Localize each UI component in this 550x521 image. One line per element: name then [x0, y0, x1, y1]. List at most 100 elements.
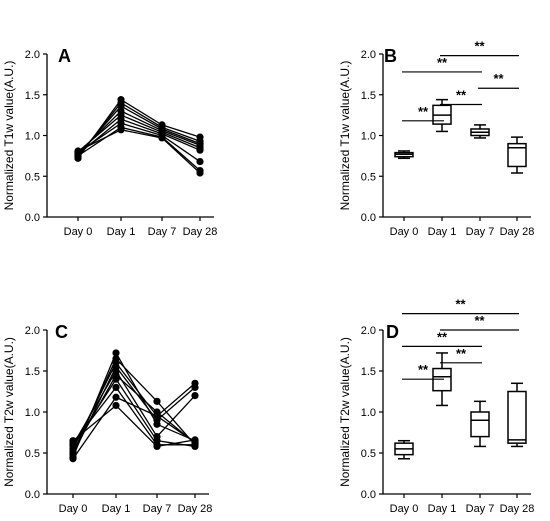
significance-label: ** — [474, 39, 485, 54]
series-line — [77, 110, 201, 154]
y-tick-label: 0.5 — [25, 171, 40, 183]
panel-letter: A — [58, 46, 71, 66]
x-tick-label: Day 1 — [107, 226, 136, 238]
data-point — [74, 147, 82, 155]
significance-label: ** — [455, 297, 466, 312]
series-line — [77, 122, 201, 163]
y-tick-label: 1.5 — [361, 90, 376, 102]
significance-label: ** — [456, 346, 467, 361]
y-tick-label: 1.0 — [25, 131, 40, 143]
x-tick-label: Day 7 — [148, 226, 177, 238]
y-tick-label: 1.5 — [25, 90, 40, 102]
x-tick-label: Day 7 — [466, 503, 495, 515]
significance-label: ** — [437, 329, 448, 344]
box-1 — [394, 439, 414, 460]
data-point — [153, 442, 161, 451]
panel-b: 0.0 0.5 1.0 1.5 2.0 Day 0 Day 1 Day 7 Day 28 Norm… — [338, 39, 534, 238]
series-line — [72, 369, 196, 446]
y-axis-label: Normalized T1w value(A.U.) — [338, 61, 352, 211]
significance-label: ** — [474, 313, 485, 328]
data-point — [112, 401, 120, 410]
significance-label: ** — [418, 104, 429, 119]
y-tick-label: 1.0 — [361, 407, 376, 419]
data-point — [112, 375, 120, 383]
series-line — [77, 114, 201, 153]
data-point — [112, 393, 120, 401]
data-point — [117, 126, 125, 134]
box-1 — [394, 150, 414, 160]
y-tick-label: 2.0 — [25, 49, 40, 61]
y-axis-label: Normalized T2w value(A.U.) — [2, 337, 16, 487]
y-tick-label: 0.0 — [361, 489, 376, 501]
y-tick-label: 2.0 — [25, 325, 40, 337]
y-axis-label: Normalized T1w value(A.U.) — [2, 61, 16, 211]
series-line — [77, 105, 201, 156]
x-tick-label: Day 28 — [178, 503, 213, 515]
x-tick-label: Day 28 — [500, 226, 535, 238]
box-3 — [470, 400, 490, 448]
panel-letter: D — [386, 322, 399, 342]
y-tick-label: 2.0 — [361, 49, 376, 61]
y-axis-label: Normalized T2w value(A.U.) — [338, 337, 352, 487]
box-4 — [507, 382, 527, 448]
series-line — [77, 126, 201, 172]
y-tick-label: 2.0 — [361, 325, 376, 337]
data-point — [153, 397, 161, 405]
series-line — [72, 365, 196, 455]
data-point — [196, 157, 204, 166]
panel-letter: B — [384, 46, 397, 66]
series-line — [77, 118, 201, 155]
data-point — [196, 146, 204, 154]
x-tick-label: Day 1 — [428, 503, 457, 515]
x-tick-label: Day 28 — [183, 226, 218, 238]
significance-label: ** — [437, 55, 448, 70]
data-point — [112, 383, 120, 391]
x-tick-label: Day 7 — [143, 503, 172, 515]
y-tick-label: 0.0 — [25, 489, 40, 501]
data-point — [191, 383, 199, 391]
panel-a: 0.0 0.5 1.0 1.5 2.0 Day 0 Day 1 Day 7 Day 28 Norm… — [2, 46, 217, 238]
y-tick-label: 1.5 — [361, 366, 376, 378]
x-tick-label: Day 0 — [390, 503, 419, 515]
y-tick-label: 0.5 — [361, 448, 376, 460]
significance-label: ** — [418, 362, 429, 377]
y-tick-label: 1.0 — [25, 407, 40, 419]
x-tick-label: Day 1 — [102, 503, 131, 515]
y-tick-label: 0.5 — [361, 171, 376, 183]
series-line — [72, 361, 196, 450]
x-tick-label: Day 7 — [466, 226, 495, 238]
box-2 — [432, 98, 452, 133]
y-tick-label: 0.5 — [25, 448, 40, 460]
x-tick-label: Day 28 — [500, 503, 535, 515]
data-point — [191, 436, 199, 444]
x-tick-label: Day 0 — [390, 226, 419, 238]
y-tick-label: 1.0 — [361, 131, 376, 143]
panel-letter: C — [55, 322, 68, 342]
series-line — [77, 129, 201, 174]
box-4 — [507, 136, 527, 174]
box-3 — [470, 124, 490, 139]
significance-label: ** — [493, 71, 504, 86]
series-line — [72, 404, 196, 448]
box-iqr — [507, 142, 527, 168]
y-tick-label: 1.5 — [25, 366, 40, 378]
x-tick-label: Day 1 — [428, 226, 457, 238]
y-tick-label: 0.0 — [361, 212, 376, 224]
data-point — [153, 412, 161, 420]
data-point — [196, 169, 204, 177]
data-point — [69, 437, 77, 445]
x-tick-label: Day 0 — [64, 226, 93, 238]
data-point — [69, 455, 77, 463]
box-iqr — [470, 411, 490, 438]
data-point — [112, 349, 120, 357]
x-tick-label: Day 0 — [59, 503, 88, 515]
box-iqr — [507, 390, 527, 444]
y-tick-label: 0.0 — [25, 212, 40, 224]
panel-d: 0.0 0.5 1.0 1.5 2.0 Day 0 Day 1 Day 7 Day 28 Norm… — [338, 297, 534, 515]
data-point — [191, 392, 199, 400]
series-line — [72, 396, 196, 460]
series-line — [72, 386, 195, 446]
data-point — [158, 134, 166, 142]
significance-label: ** — [456, 88, 467, 103]
